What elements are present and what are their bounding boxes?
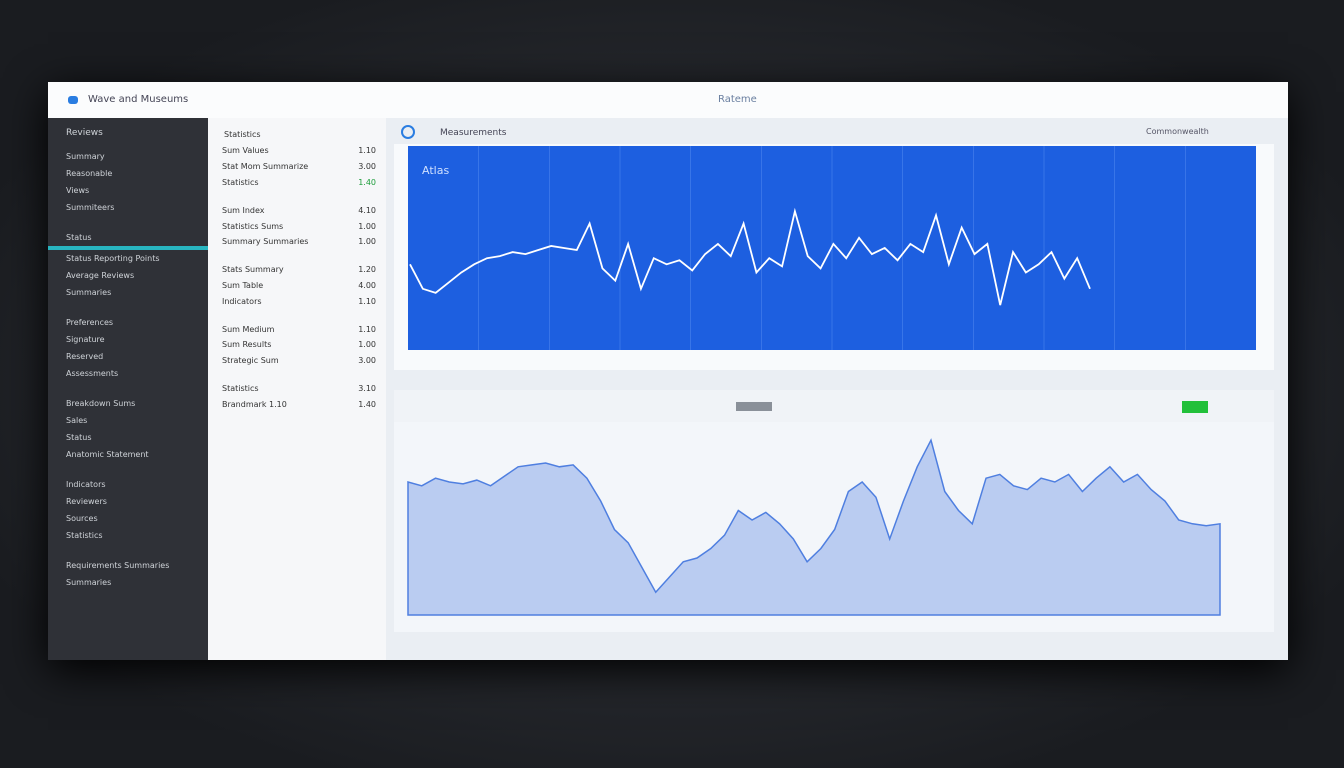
line	[409, 207, 1091, 306]
sidebar-heading: Reviews	[66, 128, 103, 138]
list-row: Sum Results 1.00	[208, 337, 386, 353]
row-label: Sum Table	[222, 280, 264, 290]
row-value: 1.40	[358, 177, 376, 187]
sidebar-item: Summaries	[66, 578, 112, 587]
list-heading: Statistics	[224, 130, 261, 139]
row-value: 1.00	[358, 221, 376, 231]
list-row: Indicators 1.10	[208, 293, 386, 309]
list-row: Stats Summary 1.20	[208, 262, 386, 278]
row-value: 1.00	[358, 237, 376, 247]
row-value: 3.00	[358, 356, 376, 366]
list-row: Statistics Sums 1.00	[208, 218, 386, 234]
sidebar-item: Indicators	[66, 480, 106, 489]
row-label: Sum Medium	[222, 324, 275, 334]
list-row: Summary Summaries 1.00	[208, 234, 386, 250]
chart-title: Atlas	[422, 164, 449, 177]
list-row: Sum Table 4.00	[208, 278, 386, 294]
row-label: Brandmark 1.10	[222, 399, 287, 409]
row-label: Sum Results	[222, 340, 272, 350]
chart-card	[394, 408, 1274, 632]
sidebar-item: Sources	[66, 514, 98, 523]
sidebar-item: Reviewers	[66, 497, 107, 506]
sidebar-item: Assessments	[66, 369, 119, 378]
row-value: 1.10	[358, 324, 376, 334]
list-row: Brandmark 1.10 1.40	[208, 396, 386, 412]
sidebar-item: Average Reviews	[66, 271, 135, 280]
row-label: Stats Summary	[222, 265, 284, 275]
button[interactable]	[1182, 401, 1208, 413]
sidebar-item: Summary	[66, 152, 105, 161]
row-value: 3.10	[358, 383, 376, 393]
sidebar-item: Status Reporting Points	[66, 254, 160, 263]
row-label: Statistics Sums	[222, 221, 284, 231]
sidebar-item: Status	[48, 229, 208, 250]
row-label: Stat Mom Summarize	[222, 162, 309, 172]
row-label: Summary Summaries	[222, 237, 309, 247]
header-title: Wave and Museums	[88, 94, 189, 105]
row-value: 1.00	[358, 340, 376, 350]
row-label: Indicators	[222, 296, 262, 306]
sidebar-item: Anatomic Statement	[66, 450, 149, 459]
main-title: Measurements	[440, 128, 507, 138]
list-row: Sum Medium 1.10	[208, 321, 386, 337]
row-value: 4.10	[358, 205, 376, 215]
sidebar-item: Statistics	[66, 531, 103, 540]
sidebar-item: Summiteers	[66, 203, 115, 212]
icon	[401, 125, 415, 139]
window: Wave and Museums Rateme Reviews Summary R…	[48, 82, 1288, 660]
list-row: Statistics 1.40	[208, 175, 386, 191]
sidebar-item: Breakdown Sums	[66, 399, 136, 408]
row-value: 1.40	[358, 399, 376, 409]
row-value: 4.00	[358, 280, 376, 290]
list-rows: Sum Values 1.10 Stat Mom Summarize 3.00 Stat…	[208, 143, 386, 412]
sidebar-item: Status	[66, 433, 92, 442]
logo	[68, 96, 78, 104]
sidebar-item: Sales	[66, 416, 88, 425]
row-label: Sum Index	[222, 205, 265, 215]
toolbar	[394, 390, 1274, 422]
row-label: Strategic Sum	[222, 356, 279, 366]
list-row: Strategic Sum 3.00	[208, 353, 386, 369]
main-right-label: Commonwealth	[1146, 127, 1209, 136]
header-center: Rateme	[718, 94, 757, 105]
header: Wave and Museums Rateme	[48, 82, 1288, 119]
sidebar-item: Signature	[66, 335, 105, 344]
list-row: Statistics 3.10	[208, 381, 386, 397]
row-value: 1.20	[358, 265, 376, 275]
sidebar-item: Views	[66, 186, 90, 195]
row-label: Sum Values	[222, 146, 269, 156]
row-label: Statistics	[222, 383, 259, 393]
stat-list: Statistics Sum Values 1.10 Stat Mom Summar…	[208, 118, 387, 660]
sidebar: Reviews Summary Reasonable Views Summiteers…	[48, 118, 208, 660]
area	[407, 438, 1221, 616]
button[interactable]	[736, 402, 772, 411]
row-label: Statistics	[222, 177, 259, 187]
sidebar-item: Reasonable	[66, 169, 113, 178]
main-panel: Measurements Commonwealth Atlas	[386, 118, 1288, 660]
row-value: 3.00	[358, 162, 376, 172]
sidebar-item: Summaries	[66, 288, 112, 297]
row-value: 1.10	[358, 146, 376, 156]
sidebar-item: Preferences	[66, 318, 114, 327]
list-row: Sum Values 1.10	[208, 143, 386, 159]
list-row: Stat Mom Summarize 3.00	[208, 159, 386, 175]
sidebar-items: Summary Reasonable Views Summiteers Status St…	[48, 148, 208, 591]
sidebar-item: Requirements Summaries	[66, 561, 170, 570]
row-value: 1.10	[358, 296, 376, 306]
sidebar-item: Reserved	[66, 352, 104, 361]
list-row: Sum Index 4.10	[208, 202, 386, 218]
